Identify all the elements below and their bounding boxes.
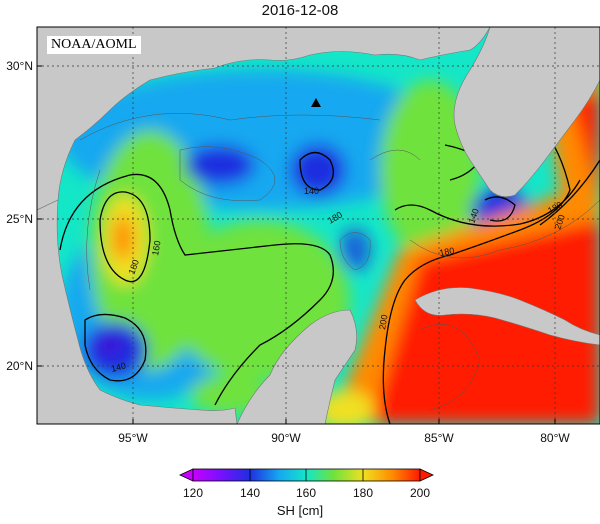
source-label: NOAA/AOML <box>47 36 141 54</box>
land-masses <box>37 27 600 424</box>
colorbar-high-arrow <box>419 468 434 482</box>
colorbar-tick-label: 140 <box>240 486 260 500</box>
lat-tick-label: 30°N <box>6 59 33 73</box>
lon-tick-label: 95°W <box>118 431 148 445</box>
contour-label: 180 <box>126 258 141 276</box>
contour-label-group: 140 160 180 140 180 180 140 180 200 200 <box>110 186 567 374</box>
contour-label: 140 <box>466 207 481 225</box>
contour-label: 200 <box>377 314 389 331</box>
frame-ticks <box>37 65 556 424</box>
lon-tick-label: 85°W <box>424 431 454 445</box>
graticule <box>37 27 600 424</box>
colorbar: 120 140 160 180 200 <box>179 468 434 500</box>
colorbar-tick-label: 120 <box>183 486 203 500</box>
colorbar-tick-label: 160 <box>296 486 316 500</box>
colorbar-low-arrow <box>179 468 194 482</box>
colorbar-tick-label: 200 <box>410 486 430 500</box>
contour-label: 200 <box>552 213 567 231</box>
contour-label: 160 <box>150 240 162 257</box>
lon-tick-label: 80°W <box>540 431 570 445</box>
colorbar-tick-label: 180 <box>353 486 373 500</box>
station-marker-triangle-icon <box>311 98 321 107</box>
colorbar-title: SH [cm] <box>276 503 324 518</box>
contour-label: 140 <box>110 360 127 374</box>
contour-label: 140 <box>304 186 319 196</box>
colorbar-ramp <box>192 468 421 482</box>
page-title: 2016-12-08 <box>261 2 339 19</box>
contour-label: 180 <box>439 246 456 258</box>
map-frame <box>36 26 600 425</box>
lat-tick-label: 20°N <box>6 359 33 373</box>
contour-lines-thin <box>79 113 600 411</box>
lon-tick-label: 90°W <box>271 431 301 445</box>
lat-tick-label: 25°N <box>6 212 33 226</box>
